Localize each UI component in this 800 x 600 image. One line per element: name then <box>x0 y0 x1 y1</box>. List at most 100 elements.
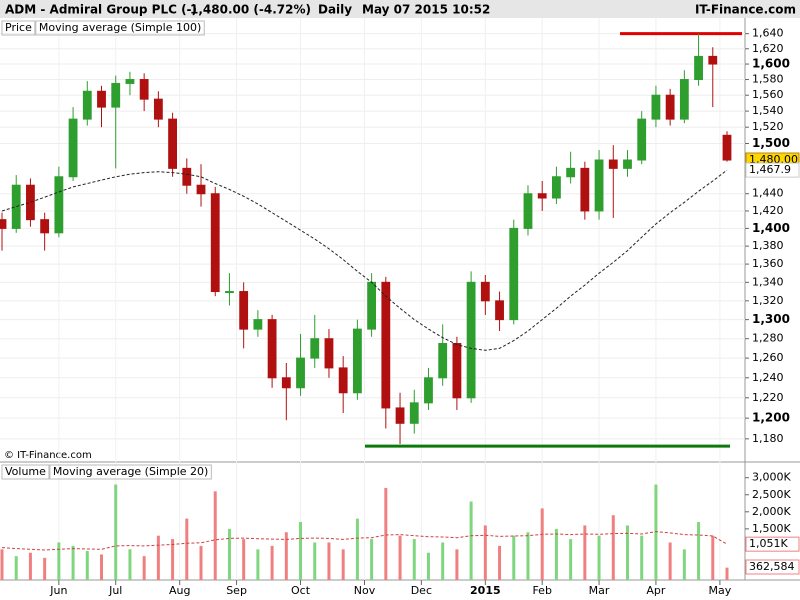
volume-bar <box>370 539 374 580</box>
candle-body <box>310 338 320 359</box>
volume-bar <box>412 539 416 580</box>
x-tick-label: Mar <box>589 584 610 597</box>
volume-bar <box>313 542 317 580</box>
volume-bar <box>498 545 502 580</box>
volume-tick-label: 2,500K <box>752 488 791 501</box>
last-value-tag: 362,584 <box>745 559 800 575</box>
moving-average-line <box>1 531 728 551</box>
candle-body <box>452 343 462 399</box>
x-tick-label: Nov <box>354 584 376 597</box>
candle-body <box>239 291 249 330</box>
candle-body <box>296 357 305 389</box>
volume-bar <box>28 552 32 580</box>
header-bar <box>0 0 800 18</box>
candle-body <box>153 98 163 120</box>
y-tick-label: 1,300 <box>752 312 790 326</box>
volume-bar <box>0 549 4 580</box>
volume-tick-label: 3,000K <box>752 471 791 484</box>
candle-body <box>495 300 504 321</box>
volume-bar <box>398 535 402 580</box>
y-tick-label: 1,220 <box>752 391 784 404</box>
volume-bar <box>455 549 459 580</box>
volume-bar <box>583 525 587 580</box>
x-tick-label: Jun <box>49 584 67 597</box>
legend-entry: Volume <box>5 465 46 478</box>
candle-body <box>708 55 718 65</box>
y-tick-label: 1,360 <box>752 257 784 270</box>
legend-box <box>35 20 205 36</box>
y-tick-label: 1,620 <box>752 42 784 55</box>
x-tick-label: Jul <box>108 584 122 597</box>
volume-bar <box>256 549 260 580</box>
candle-body <box>537 193 547 199</box>
volume-bar <box>242 539 246 580</box>
candle-body <box>594 159 604 212</box>
candle-body <box>409 402 419 424</box>
last-value-box <box>745 536 800 552</box>
legend-entry: Moving average (Simple 20) <box>53 465 208 478</box>
volume-bar <box>43 557 47 580</box>
candle-body <box>139 79 149 100</box>
candle-body <box>509 227 519 321</box>
last-value-label: 362,584 <box>749 560 795 573</box>
candle-body <box>253 319 263 330</box>
y-tick-label: 1,340 <box>752 275 784 288</box>
volume-bar <box>85 551 89 580</box>
volume-bar <box>199 545 203 580</box>
volume-bar <box>526 532 530 580</box>
candle-body <box>210 193 220 293</box>
volume-bar <box>384 487 388 580</box>
volume-bar <box>299 522 303 580</box>
candle-body <box>381 281 391 409</box>
candle-body <box>324 338 334 369</box>
candle-body <box>267 319 277 379</box>
last-value-tag: 1,051K <box>745 536 800 552</box>
x-tick-label: Dec <box>411 584 432 597</box>
last-value-tag: 1,467.9 <box>745 162 800 178</box>
volume-bar <box>185 518 189 580</box>
volume-bar <box>227 528 231 580</box>
volume-bar <box>469 501 473 580</box>
y-tick-label: 1,280 <box>752 332 784 345</box>
last-value-label: 1,467.9 <box>749 163 791 176</box>
candle-body <box>608 159 618 169</box>
x-tick-label: Sep <box>226 584 247 597</box>
y-tick-label: 1,240 <box>752 371 784 384</box>
candle-body <box>281 377 291 389</box>
candle-body <box>352 328 362 394</box>
x-tick-label: 2015 <box>470 584 501 597</box>
volume-bar <box>697 522 701 580</box>
volume-bar <box>213 491 217 580</box>
volume-bar <box>355 518 359 580</box>
y-tick-label: 1,500 <box>752 136 790 150</box>
y-tick-label: 1,320 <box>752 294 784 307</box>
y-tick-label: 1,640 <box>752 27 784 40</box>
candle-body <box>466 281 476 399</box>
candle-body <box>722 134 732 161</box>
candle-body <box>665 94 675 120</box>
volume-bar <box>14 556 18 580</box>
volume-bar <box>327 542 331 580</box>
interval: Daily <box>318 3 352 17</box>
volume-bar <box>483 525 487 580</box>
volume-bar <box>540 508 544 580</box>
candle-body <box>26 184 35 221</box>
candle-body <box>623 159 632 169</box>
volume-bar <box>441 542 445 580</box>
volume-bar <box>725 567 729 580</box>
x-tick-label: Feb <box>532 584 551 597</box>
volume-bar <box>711 535 715 580</box>
candle-body <box>338 367 348 394</box>
y-tick-label: 1,260 <box>752 351 784 364</box>
volume-bar <box>512 535 516 580</box>
volume-bar <box>270 545 274 580</box>
x-tick-label: Apr <box>646 584 666 597</box>
volume-bar <box>142 556 146 580</box>
volume-bar <box>284 532 288 580</box>
y-tick-label: 1,560 <box>752 88 784 101</box>
volume-bar <box>156 535 160 580</box>
candle-body <box>523 193 533 229</box>
y-tick-label: 1,580 <box>752 73 784 86</box>
watermark: © IT-Finance.com <box>4 450 92 461</box>
